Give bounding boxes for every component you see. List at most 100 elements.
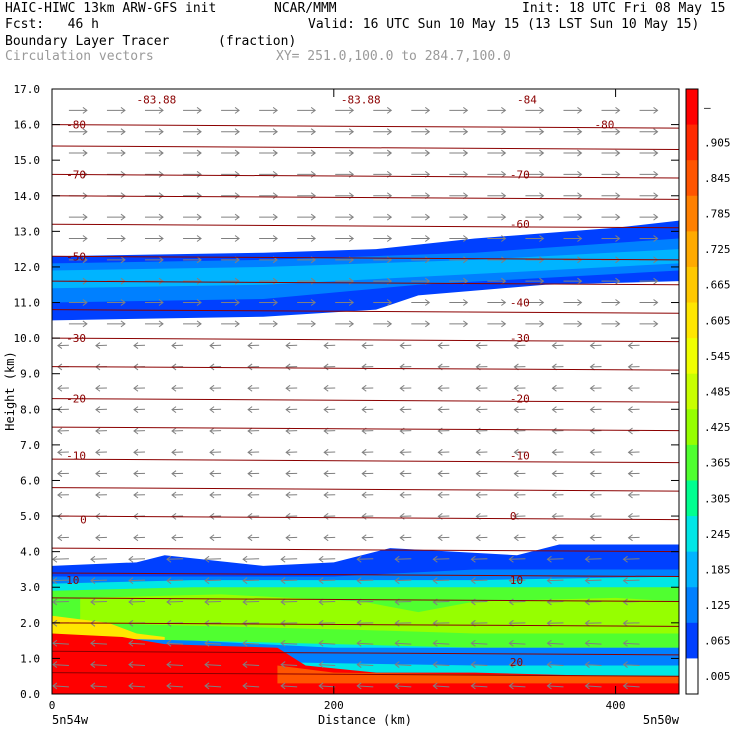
vector-arrow <box>373 235 393 242</box>
vector-arrow <box>432 682 450 690</box>
vector-arrow <box>171 448 184 456</box>
contour-label: 0 <box>80 514 87 527</box>
vector-arrow <box>285 406 298 414</box>
vector-arrow <box>242 639 260 647</box>
vector-arrow <box>57 470 69 478</box>
vector-arrow <box>525 171 545 178</box>
contour-label: -60 <box>510 218 530 231</box>
vector-arrow <box>128 639 146 647</box>
vector-arrow <box>183 320 202 328</box>
vector-arrow <box>144 277 164 285</box>
y-tick-label: 17.0 <box>14 83 41 96</box>
vector-arrow <box>601 171 621 178</box>
vector-arrow <box>280 661 298 668</box>
colorbar-swatch <box>686 160 698 197</box>
temperature-contour-line <box>52 173 679 179</box>
temperature-contour-line <box>52 195 679 200</box>
vector-arrow <box>356 619 374 627</box>
vector-arrow <box>513 406 526 414</box>
vector-arrow <box>204 661 222 668</box>
vector-arrow <box>323 384 336 392</box>
vector-arrow <box>90 682 107 690</box>
vector-arrow <box>285 384 298 392</box>
vector-arrow <box>209 470 222 478</box>
vector-arrow <box>133 342 146 349</box>
vector-arrow <box>221 235 240 242</box>
vector-arrow <box>144 106 164 114</box>
vector-arrow <box>589 512 602 520</box>
vector-arrow <box>106 149 126 157</box>
vector-arrow <box>106 299 126 306</box>
vector-arrow <box>437 470 450 478</box>
vector-arrow <box>394 661 412 668</box>
vector-arrow <box>297 213 316 221</box>
y-tick-label: 3.0 <box>20 581 40 594</box>
vector-arrow <box>551 470 564 478</box>
vector-arrow <box>68 299 88 306</box>
vector-arrow <box>601 299 621 306</box>
vector-arrow <box>622 577 640 584</box>
vector-arrow <box>133 534 146 542</box>
axes: 0.0 1.0 2.0 3.0 4.0 5.0 6.0 7.0 8.0 9.0 10.0 11.0 12… <box>3 83 680 727</box>
vector-arrow <box>475 534 488 542</box>
vector-arrow <box>133 470 146 478</box>
y-tick-label: 11.0 <box>14 297 41 310</box>
y-tick-label: 12.0 <box>14 261 41 274</box>
vector-arrow <box>318 555 336 563</box>
vector-arrow <box>563 149 583 157</box>
contour-label: -80 <box>66 119 86 132</box>
vector-arrow <box>221 171 240 178</box>
forecast-hour: Fcst: 46 h <box>5 17 99 32</box>
vector-arrow <box>470 661 488 668</box>
x-axis-label: Distance (km) <box>318 713 412 727</box>
vector-arrow <box>52 661 69 668</box>
vector-arrow <box>68 149 88 157</box>
vector-arrow <box>52 598 69 606</box>
vector-arrow <box>513 427 526 435</box>
vector-arrow <box>432 661 450 668</box>
vector-arrow <box>508 661 526 668</box>
vector-arrow <box>361 491 374 499</box>
colorbar-swatch <box>686 480 698 517</box>
vector-arrow <box>513 470 526 478</box>
vector-arrow <box>166 598 184 606</box>
vector-arrow <box>95 470 107 478</box>
vector-arrow <box>513 448 526 456</box>
vector-arrow <box>627 512 640 520</box>
vector-arrow <box>432 555 450 563</box>
vector-arrow <box>297 106 316 114</box>
vector-arrow <box>335 213 355 221</box>
vector-arrow <box>449 299 469 306</box>
vector-arrow <box>525 192 545 200</box>
vector-arrow <box>52 555 69 563</box>
vector-arrow <box>449 320 469 328</box>
vector-arrow <box>297 128 316 136</box>
vector-arrow <box>90 577 107 584</box>
vector-arrow <box>144 149 164 157</box>
vector-arrow <box>318 577 336 584</box>
colorbar-swatch <box>686 195 698 232</box>
vector-arrow <box>247 342 260 349</box>
colorbar-label: .725 <box>704 243 731 256</box>
vector-arrow <box>589 342 602 349</box>
vector-arrow <box>259 128 278 136</box>
vector-arrow <box>297 299 316 306</box>
vector-arrow <box>449 149 469 157</box>
vector-arrow <box>373 299 393 306</box>
vector-arrow <box>166 661 184 668</box>
vector-arrow <box>525 128 545 136</box>
vector-arrow <box>209 512 222 520</box>
vector-arrow <box>106 213 126 221</box>
vector-arrow <box>90 598 107 606</box>
vector-arrow <box>57 491 69 499</box>
vector-arrow <box>106 256 126 264</box>
vector-arrow <box>487 171 507 178</box>
plot-frame <box>51 88 680 695</box>
vector-arrow <box>209 534 222 542</box>
vector-arrow <box>563 320 583 328</box>
vector-arrow <box>622 661 640 668</box>
vector-arrow <box>584 577 602 584</box>
vector-arrow <box>247 470 260 478</box>
vector-arrow <box>546 598 564 606</box>
vector-arrow <box>221 299 240 306</box>
